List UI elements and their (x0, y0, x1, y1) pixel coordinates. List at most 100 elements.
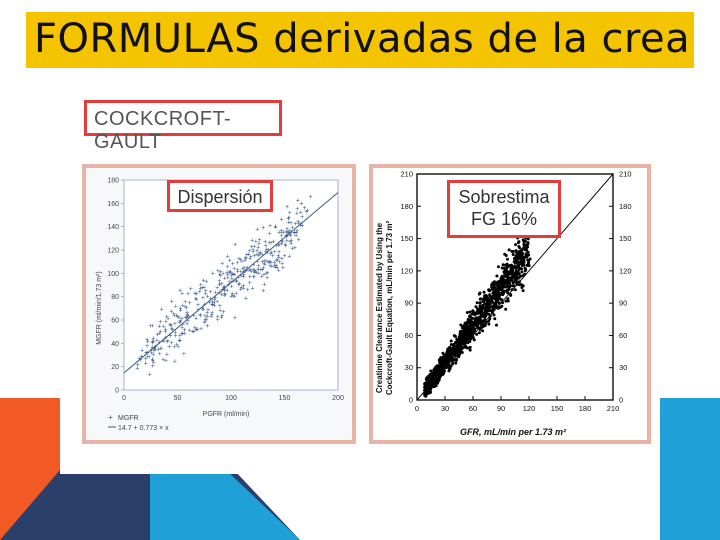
right-scatter-point (464, 345, 468, 349)
left-scatter-point: + (170, 326, 174, 333)
right-scatter-point (497, 293, 501, 297)
left-scatter-point: + (257, 240, 261, 247)
left-scatter-point: + (169, 309, 173, 316)
left-scatter-point: + (287, 253, 291, 260)
left-scatter-point: + (228, 269, 232, 276)
left-scatter-point: + (180, 291, 184, 298)
left-scatter-point: + (285, 230, 289, 237)
right-scatter-point (449, 343, 453, 347)
left-scatter-point: + (200, 285, 204, 292)
left-scatter-point: + (188, 327, 192, 334)
left-scatter-point: + (300, 223, 304, 230)
right-scatter-point (491, 300, 495, 304)
left-scatter-point: + (144, 361, 148, 368)
left-y-tick-label: 80 (111, 294, 119, 301)
left-scatter-point: + (152, 346, 156, 353)
right-scatter-point (517, 240, 521, 244)
left-scatter-point: + (210, 310, 214, 317)
left-scatter-point: + (299, 200, 303, 207)
left-scatter-point: + (157, 346, 161, 353)
left-scatter-point: + (205, 323, 209, 330)
left-scatter-point: + (256, 244, 260, 251)
left-scatter-point: + (288, 210, 292, 217)
right-scatter-point (518, 246, 522, 250)
left-scatter-point: + (225, 287, 229, 294)
left-scatter-point: + (279, 229, 283, 236)
right-scatter-point (451, 360, 455, 364)
left-scatter-point: + (203, 319, 207, 326)
left-scatter-point: + (264, 247, 268, 254)
left-scatter-point: + (234, 278, 238, 285)
right-scatter-point (482, 313, 486, 317)
left-scatter-point: + (221, 271, 225, 278)
right-scatter-point (507, 270, 511, 274)
left-scatter-point: + (183, 331, 187, 338)
left-y-tick-label: 20 (111, 364, 119, 371)
left-scatter-point: + (260, 274, 264, 281)
left-scatter-point: + (150, 323, 154, 330)
left-x-tick-label: 50 (174, 395, 182, 402)
left-scatter-point: + (290, 245, 294, 252)
overestimate-tag-line2: FG 16% (470, 209, 538, 229)
left-scatter-point: + (165, 314, 169, 321)
overestimate-tag: Sobrestima FG 16% (447, 180, 561, 238)
left-scatter-point: + (145, 343, 149, 350)
right-scatter-point (497, 297, 501, 301)
left-scatter-point: + (241, 274, 245, 281)
left-x-tick-label: 200 (332, 395, 344, 402)
right-scatter-point (506, 297, 510, 301)
left-scatter-point: + (203, 291, 207, 298)
left-scatter-point: + (149, 323, 153, 330)
left-scatter-point: + (181, 322, 185, 329)
right-scatter-point (524, 252, 528, 256)
right-scatter-point (423, 393, 427, 397)
right-y-tick-label-left: 150 (400, 234, 413, 243)
left-scatter-point: + (288, 231, 292, 238)
left-scatter-point: + (139, 357, 143, 364)
left-scatter-point: + (277, 255, 281, 262)
left-scatter-point: + (173, 330, 177, 337)
right-scatter-point (507, 248, 511, 252)
left-scatter-point: + (196, 302, 200, 309)
left-scatter-point: + (230, 276, 234, 283)
right-scatter-point (475, 323, 479, 327)
left-scatter-point: + (206, 307, 210, 314)
right-scatter-point (470, 312, 474, 316)
left-scatter-point: + (177, 319, 181, 326)
left-scatter-point: + (173, 333, 177, 340)
right-y-tick-label-left: 30 (405, 363, 413, 372)
left-scatter-point: + (172, 313, 176, 320)
left-scatter-point: + (210, 312, 214, 319)
right-scatter-point (526, 241, 530, 245)
right-scatter-point (501, 263, 505, 267)
overestimate-tag-line1: Sobrestima (458, 187, 550, 207)
left-scatter-point: + (171, 326, 175, 333)
left-scatter-point: + (248, 274, 252, 281)
right-scatter-point (467, 318, 471, 322)
left-scatter-point: + (296, 197, 300, 204)
left-scatter-point: + (245, 252, 249, 259)
right-scatter-point (517, 272, 521, 276)
left-scatter-point: + (216, 317, 220, 324)
right-x-tick-label: 60 (469, 404, 477, 413)
left-y-tick-label: 100 (107, 271, 119, 278)
right-scatter-point (448, 351, 452, 355)
left-scatter-point: + (164, 326, 168, 333)
right-scatter-point (504, 263, 508, 267)
left-scatter-point: + (239, 269, 243, 276)
left-scatter-point: + (305, 208, 309, 215)
left-scatter-point: + (228, 257, 232, 264)
left-scatter-point: + (185, 305, 189, 312)
left-scatter-point: + (158, 319, 162, 326)
left-scatter-point: + (223, 276, 227, 283)
right-scatter-point (435, 371, 439, 375)
right-scatter-point (511, 265, 515, 269)
left-legend-fit: 14.7 + 0.773 × x (118, 425, 169, 432)
left-scatter-point: + (233, 315, 237, 322)
right-x-tick-label: 150 (551, 404, 564, 413)
left-scatter-point: + (180, 316, 184, 323)
right-scatter-point (511, 268, 515, 272)
left-scatter-point: + (152, 348, 156, 355)
left-scatter-point: + (225, 269, 229, 276)
right-scatter-point (466, 325, 470, 329)
